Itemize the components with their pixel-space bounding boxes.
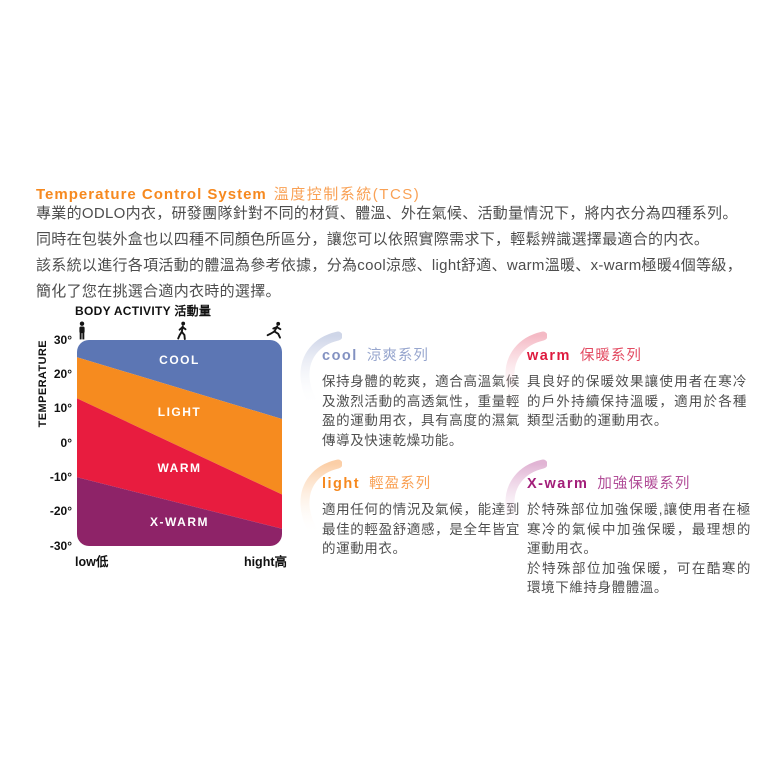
band-cool <box>77 340 282 419</box>
card-xwarm-series: X-warm 加強保暖系列 於特殊部位加強保暖,讓使用者在極寒冷的氣候中加強保暖… <box>505 459 751 598</box>
card-warm-body: 具良好的保暖效果讓使用者在寒冷的戶外持續保持溫暖，適用於各種類型活動的運動用衣。 <box>527 374 747 428</box>
card-light-title-zh: 輕盈系列 <box>369 476 432 492</box>
card-warm-title-en: warm <box>527 348 571 364</box>
y-tick: 20° <box>53 367 72 381</box>
y-tick: -20° <box>49 504 72 518</box>
page-title-zh: 溫度控制系統(TCS) <box>273 186 421 203</box>
standing-person-icon <box>71 321 93 340</box>
y-tick: 0° <box>60 436 72 450</box>
card-xwarm-title-zh: 加強保暖系列 <box>597 476 691 492</box>
band-light <box>77 357 282 495</box>
y-tick: -30° <box>49 539 72 553</box>
band-label-xwarm: X-WARM <box>150 515 209 529</box>
card-warm-heading: warm 保暖系列 <box>527 344 747 365</box>
running-person-icon <box>263 321 285 340</box>
band-label-warm: WARM <box>157 461 202 475</box>
walking-person-icon <box>171 321 193 340</box>
x-axis-labels: low低 hight高 <box>75 551 287 570</box>
card-warm-title-zh: 保暖系列 <box>579 348 642 364</box>
band-label-cool: COOL <box>159 353 200 367</box>
chart-bands <box>77 340 282 546</box>
y-tick: -10° <box>49 470 72 484</box>
y-tick: 10° <box>53 401 72 415</box>
card-light-heading: light 輕盈系列 <box>322 472 520 493</box>
card-xwarm-title-en: X-warm <box>527 476 589 492</box>
x-label-low: low低 <box>75 555 109 569</box>
card-cool-title-zh: 涼爽系列 <box>366 348 429 364</box>
y-tick: 30° <box>53 333 72 347</box>
band-warm <box>77 398 282 529</box>
card-cool-body: 保持身體的乾爽，適合高溫氣候及激烈活動的高透氣性，重量輕盈的運動用衣，具有高度的… <box>322 374 520 448</box>
x-label-high: hight高 <box>243 555 287 569</box>
page-title-en: Temperature Control System <box>36 186 267 203</box>
card-warm-series: warm 保暖系列 具良好的保暖效果讓使用者在寒冷的戶外持續保持溫暖，適用於各種… <box>505 331 747 431</box>
band-xwarm <box>77 477 282 546</box>
card-xwarm-body: 於特殊部位加強保暖,讓使用者在極寒冷的氣候中加強保暖，最理想的運動用衣。 於特殊… <box>527 502 751 595</box>
card-light-series: light 輕盈系列 適用任何的情況及氣候，能達到最佳的輕盈舒適感，是全年皆宜的… <box>300 459 520 559</box>
chart-title: BODY ACTIVITY 活動量 <box>75 304 212 318</box>
card-cool-heading: cool 涼爽系列 <box>322 344 520 365</box>
band-label-light: LIGHT <box>157 405 202 419</box>
page-title: Temperature Control System 溫度控制系統(TCS) <box>36 183 420 204</box>
card-xwarm-heading: X-warm 加強保暖系列 <box>527 472 751 493</box>
card-light-title-en: light <box>322 476 361 492</box>
temperature-activity-chart: COOL LIGHT WARM X-WARM <box>77 340 282 546</box>
intro-paragraph: 專業的ODLO内衣，研發團隊針對不同的材質、體溫、外在氣候、活動量情況下，將内衣… <box>36 205 743 300</box>
card-light-body: 適用任何的情況及氣候，能達到最佳的輕盈舒適感，是全年皆宜的運動用衣。 <box>322 502 520 556</box>
card-cool-series: cool 涼爽系列 保持身體的乾爽，適合高溫氣候及激烈活動的高透氣性，重量輕盈的… <box>300 331 520 450</box>
card-cool-title-en: cool <box>322 348 358 364</box>
